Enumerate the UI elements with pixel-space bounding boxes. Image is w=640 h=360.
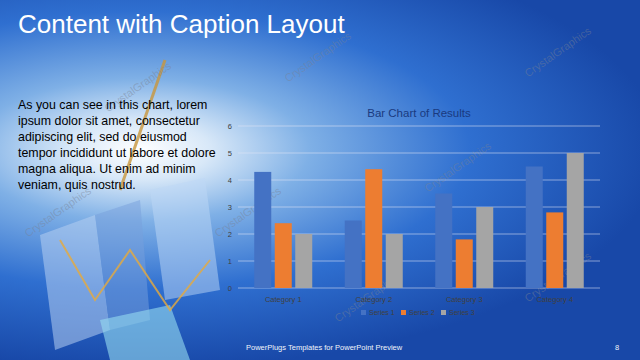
- bar: [254, 172, 271, 288]
- y-tick-label: 3: [228, 203, 232, 212]
- watermark: CrystalGraphics: [22, 184, 93, 239]
- bar: [435, 194, 452, 289]
- footer: PowerPlugs Templates for PowerPoint Prev…: [246, 343, 402, 352]
- watermark: CrystalGraphics: [522, 24, 593, 79]
- chart-title: Bar Chart of Results: [367, 107, 471, 119]
- bar: [345, 221, 362, 289]
- y-tick-label: 4: [228, 176, 232, 185]
- legend-label: Series 1: [369, 309, 395, 316]
- caption: As you can see in this chart, lorem ipsu…: [18, 97, 223, 193]
- block: [150, 178, 220, 300]
- grid-line: [238, 261, 600, 262]
- bar: [275, 223, 292, 288]
- legend-swatch: [441, 310, 446, 315]
- wire: [60, 240, 210, 310]
- chart: Bar Chart of Results 0 1 2 3 4 5 6 Category 1 Cat…: [228, 107, 600, 316]
- bar: [526, 167, 543, 289]
- bars: [254, 153, 584, 288]
- grid-line: [238, 288, 600, 289]
- bar: [386, 234, 403, 288]
- y-tick-label: 2: [228, 230, 232, 239]
- y-tick-label: 5: [228, 149, 232, 158]
- y-tick-label: 0: [228, 284, 232, 293]
- grid-line: [238, 180, 600, 181]
- legend: Series 1 Series 2 Series 3: [361, 309, 475, 316]
- page-number: 8: [615, 343, 619, 352]
- x-tick-label: Category 1: [265, 295, 302, 304]
- y-tick-label: 1: [228, 257, 232, 266]
- bar: [567, 153, 584, 288]
- bar: [365, 169, 382, 288]
- watermark: CrystalGraphics: [212, 184, 283, 239]
- slide-title: Content with Caption Layout: [18, 9, 345, 40]
- legend-swatch: [361, 310, 366, 315]
- grid-line: [238, 153, 600, 154]
- x-tick-label: Category 3: [446, 295, 483, 304]
- block: [95, 200, 150, 330]
- grid-line: [238, 234, 600, 235]
- x-tick-label: Category 2: [355, 295, 392, 304]
- legend-label: Series 3: [449, 309, 475, 316]
- x-tick-label: Category 4: [536, 295, 573, 304]
- bar: [476, 207, 493, 288]
- slide: CrystalGraphics CrystalGraphics CrystalGra…: [0, 0, 640, 360]
- bar: [546, 212, 563, 288]
- legend-label: Series 2: [409, 309, 435, 316]
- y-tick-label: 6: [228, 122, 232, 131]
- bar: [456, 239, 473, 288]
- grid-line: [238, 126, 600, 127]
- legend-swatch: [401, 310, 406, 315]
- grid-line: [238, 207, 600, 208]
- bar: [295, 234, 312, 288]
- watermark: CrystalGraphics: [422, 139, 493, 194]
- block: [100, 305, 190, 360]
